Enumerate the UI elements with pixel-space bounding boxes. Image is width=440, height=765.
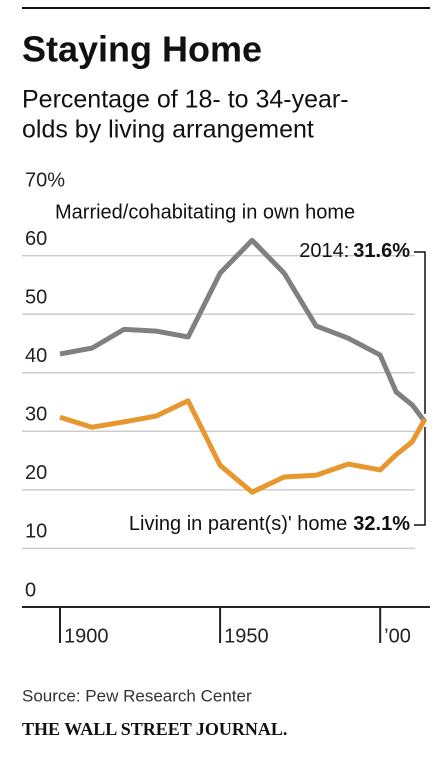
source: Source: Pew Research Center [22,686,252,705]
chart-subtitle: olds by living arrangement [22,116,314,144]
y-tick-label: 0 [25,579,36,601]
series-line [59,398,428,495]
y-tick-label: 60 [25,228,47,250]
y-tick-label: 40 [25,345,47,367]
series-line [59,237,427,424]
legend-label: Married/cohabitating in own home [55,201,355,223]
x-tick-label: ’00 [384,625,411,647]
legend-text: Living in parent(s)' home [129,513,347,535]
leader [414,251,426,414]
x-tick-label: 1950 [224,625,268,647]
leader [414,426,426,526]
chart-subtitle: Percentage of 18- to 34-year- [22,86,349,114]
publisher: THE WALL STREET JOURNAL. [22,719,287,739]
y-tick-label: 20 [25,462,47,484]
value-label: 31.6% [353,240,410,262]
y-tick-label: 10 [25,521,47,543]
annotation-text: 2014: [299,240,349,262]
x-tick-label: 1900 [64,625,109,647]
y-tick-label: 70% [25,169,65,191]
y-tick-label: 30 [25,404,47,426]
chart-title: Staying Home [22,29,262,70]
value-label: 32.1% [353,513,410,535]
legend-label: Living in parent(s)' home 32.1% [129,513,410,535]
y-tick-label: 50 [25,286,47,308]
annotation: 2014: 31.6% [299,240,410,262]
